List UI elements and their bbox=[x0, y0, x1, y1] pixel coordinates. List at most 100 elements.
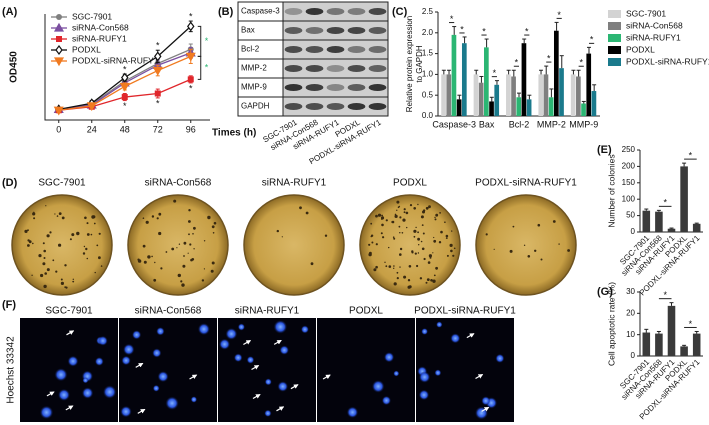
blot-band bbox=[326, 103, 345, 110]
colony bbox=[422, 209, 426, 212]
colony bbox=[399, 247, 403, 251]
bar bbox=[570, 74, 576, 116]
blot-protein-label: Caspase-3 bbox=[241, 7, 280, 16]
bar bbox=[506, 74, 511, 116]
blot-band bbox=[305, 8, 324, 15]
colony bbox=[72, 280, 75, 283]
colony bbox=[46, 268, 50, 272]
nucleus bbox=[197, 323, 210, 336]
colony bbox=[94, 271, 96, 274]
blot-band bbox=[368, 8, 387, 15]
colony bbox=[42, 242, 45, 245]
bar bbox=[692, 333, 701, 356]
colony bbox=[165, 251, 168, 253]
data-point bbox=[152, 66, 163, 76]
colony bbox=[396, 209, 398, 211]
colony bbox=[509, 249, 513, 253]
colony bbox=[43, 257, 46, 259]
colony bbox=[211, 261, 215, 265]
significance: * bbox=[205, 62, 209, 72]
bar bbox=[473, 74, 479, 116]
colony bbox=[60, 281, 64, 285]
colony bbox=[552, 220, 556, 223]
legend-label: PODXL bbox=[626, 44, 655, 54]
stain-label: Hoechst 33342 bbox=[6, 336, 17, 404]
colony bbox=[93, 222, 96, 225]
nucleus bbox=[121, 355, 131, 366]
bar bbox=[511, 76, 516, 116]
colony bbox=[98, 256, 101, 260]
legend-swatch bbox=[608, 46, 621, 54]
bar bbox=[526, 99, 532, 116]
significance: * bbox=[689, 150, 693, 160]
colony bbox=[402, 218, 406, 222]
colony bbox=[368, 243, 371, 246]
colony bbox=[420, 240, 423, 243]
colony bbox=[27, 244, 30, 247]
colony bbox=[422, 232, 425, 235]
x-tick-label: Bax bbox=[479, 119, 495, 129]
colony bbox=[158, 231, 162, 236]
colony bbox=[427, 261, 431, 264]
nucleus bbox=[58, 388, 70, 401]
x-tick-label: MMP-2 bbox=[537, 119, 566, 129]
nucleus bbox=[152, 384, 160, 392]
blot-band bbox=[347, 65, 366, 72]
blot-band bbox=[368, 46, 387, 53]
panel-label: (F) bbox=[2, 299, 16, 311]
colony bbox=[396, 271, 399, 274]
colony bbox=[394, 213, 397, 216]
significance: * bbox=[515, 58, 519, 68]
colony bbox=[540, 258, 543, 261]
colony bbox=[537, 223, 541, 227]
colony bbox=[33, 217, 36, 220]
colony bbox=[100, 265, 103, 267]
colony bbox=[444, 221, 446, 223]
significance: * bbox=[189, 83, 193, 93]
bar bbox=[680, 346, 688, 356]
panel-label: (E) bbox=[597, 144, 612, 156]
legend-marker bbox=[53, 57, 65, 67]
y-tick-label: 0.0 bbox=[422, 111, 434, 120]
nucleus bbox=[481, 396, 491, 406]
nucleus bbox=[279, 345, 289, 355]
nucleus bbox=[81, 387, 94, 399]
colony bbox=[407, 279, 411, 282]
colony bbox=[145, 220, 149, 224]
nucleus bbox=[225, 328, 238, 340]
nucleus bbox=[152, 348, 162, 358]
nucleus bbox=[190, 396, 198, 403]
arrow bbox=[475, 373, 484, 380]
colony bbox=[425, 206, 429, 210]
nucleus bbox=[54, 368, 68, 382]
significance: * bbox=[590, 35, 594, 45]
data-point bbox=[86, 102, 97, 112]
legend-swatch bbox=[608, 58, 621, 66]
plate bbox=[475, 194, 577, 296]
colony bbox=[416, 264, 419, 268]
blot-band bbox=[368, 27, 387, 34]
blot-band bbox=[305, 46, 324, 53]
colony bbox=[439, 212, 441, 214]
colony bbox=[182, 264, 186, 268]
colony bbox=[435, 266, 438, 270]
bar bbox=[446, 74, 452, 116]
x-tick-label: Caspase-3 bbox=[432, 119, 476, 129]
colony bbox=[393, 282, 397, 286]
colony bbox=[415, 226, 417, 229]
colony bbox=[276, 229, 279, 233]
nucleus bbox=[237, 323, 245, 331]
nucleus bbox=[156, 327, 165, 336]
y-axis-label: to GAPDH bbox=[415, 45, 424, 83]
colony bbox=[433, 236, 435, 239]
blot-protein-label: MMP-2 bbox=[241, 64, 267, 73]
colony bbox=[151, 215, 155, 218]
colony bbox=[58, 212, 62, 216]
bar bbox=[489, 101, 494, 116]
colony bbox=[55, 270, 58, 273]
data-point bbox=[121, 94, 128, 101]
blot-band bbox=[347, 27, 366, 34]
colony bbox=[40, 273, 44, 278]
colony bbox=[413, 207, 417, 210]
colony bbox=[381, 214, 383, 217]
